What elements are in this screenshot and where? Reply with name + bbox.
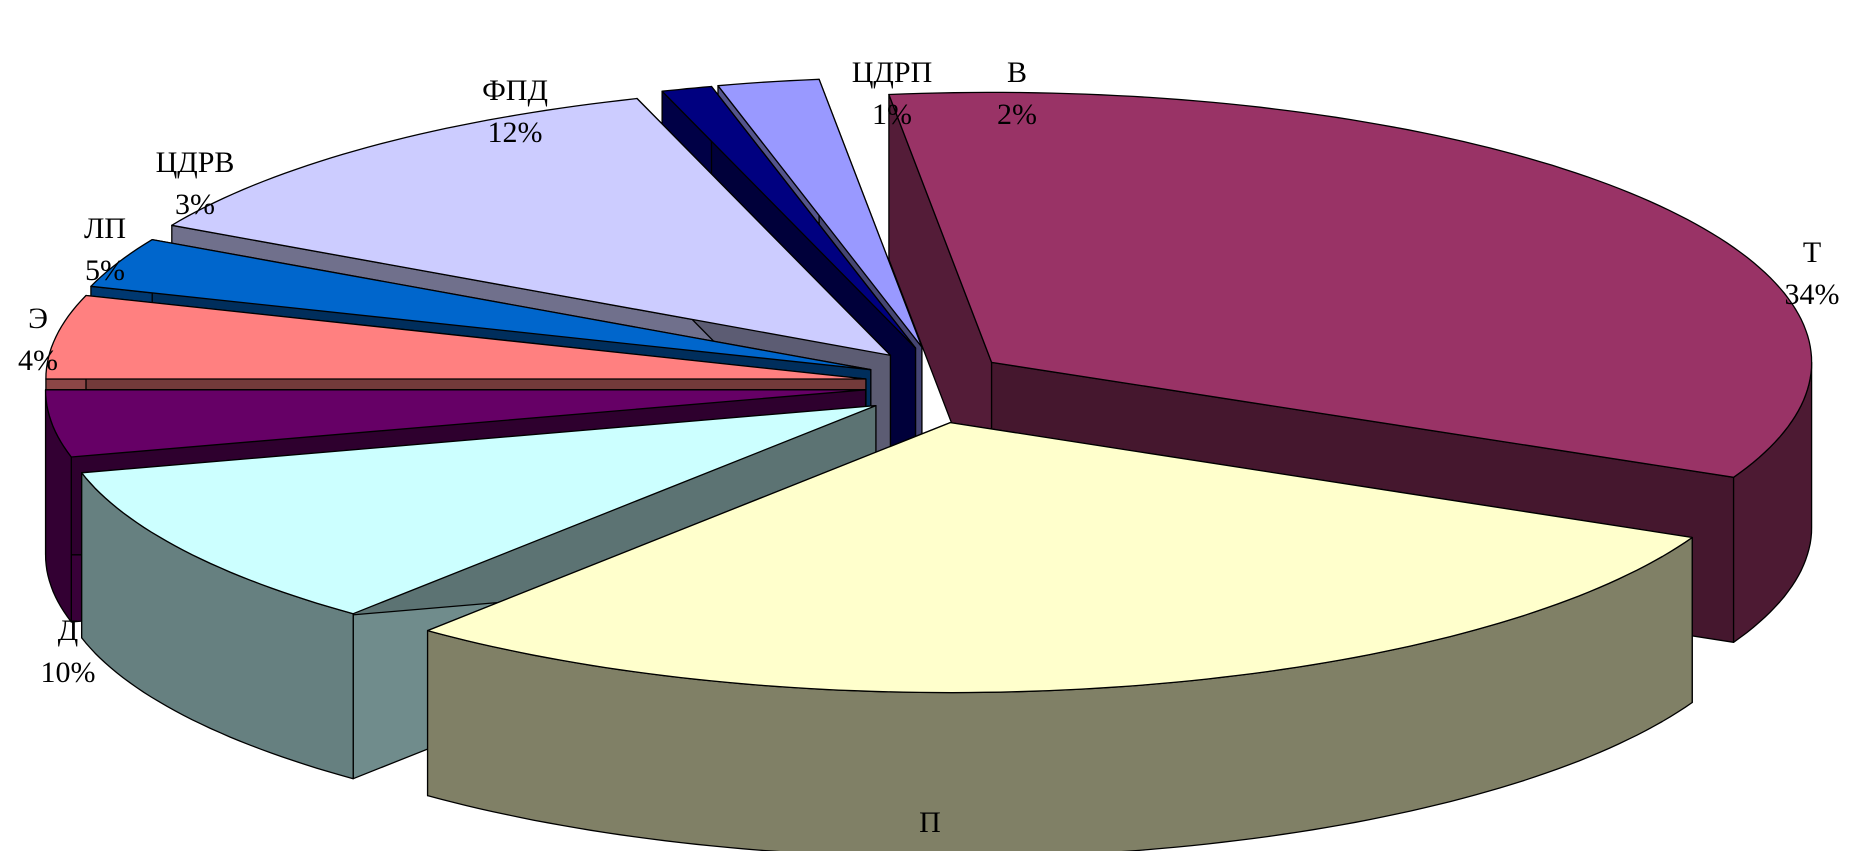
slice-top — [45, 294, 867, 380]
slice-label: ЦДРП 1% — [852, 56, 932, 131]
slice-top — [888, 91, 1813, 478]
slice-percent: 10% — [41, 656, 96, 689]
slice-percent: 12% — [488, 116, 543, 149]
slice-top — [717, 78, 923, 348]
slice-top — [171, 97, 892, 356]
slice-percent: 3% — [175, 188, 215, 221]
slice-name: ЦДРВ — [156, 146, 235, 179]
slice-label: П 29% — [903, 806, 958, 851]
slice-name: Э — [28, 302, 48, 335]
slice-2 — [426, 421, 1693, 851]
slice-name: ФПД — [482, 74, 548, 107]
slice-percent: 29% — [903, 848, 958, 851]
slice-percent: 34% — [1785, 278, 1840, 311]
slice-label: ЛП 5% — [84, 212, 126, 287]
slice-name: В — [1007, 56, 1027, 89]
slice-label: ФПД 12% — [482, 74, 548, 149]
slice-top — [81, 404, 877, 615]
slice-label: В 2% — [997, 56, 1037, 131]
slice-percent: 2% — [997, 98, 1037, 131]
slice-name: ЛП — [84, 212, 126, 245]
slice-label: Т 34% — [1785, 236, 1840, 311]
slice-name: Т — [1803, 236, 1821, 269]
slice-name: ЦДРП — [852, 56, 932, 89]
slice-percent: 1% — [872, 98, 912, 131]
slice-percent: 4% — [18, 344, 58, 377]
slice-top — [426, 421, 1693, 694]
pie-slices — [44, 78, 1813, 851]
slice-label: Э 4% — [18, 302, 58, 377]
slice-top — [44, 389, 867, 458]
slice-percent: 5% — [85, 254, 125, 287]
slice-top — [90, 238, 872, 371]
slice-top — [661, 85, 917, 349]
slice-name: П — [919, 806, 941, 839]
pie-labels: Т 34% П 29% Д 10% Э 4% ЛП 5% ЦДРВ 3% ФПД 12% ЦДРП 1% В 2% — [18, 56, 1840, 851]
slice-label: ЦДРВ 3% — [156, 146, 235, 221]
slice-name: Д — [58, 614, 78, 647]
slice-label: Д 10% — [41, 614, 96, 689]
